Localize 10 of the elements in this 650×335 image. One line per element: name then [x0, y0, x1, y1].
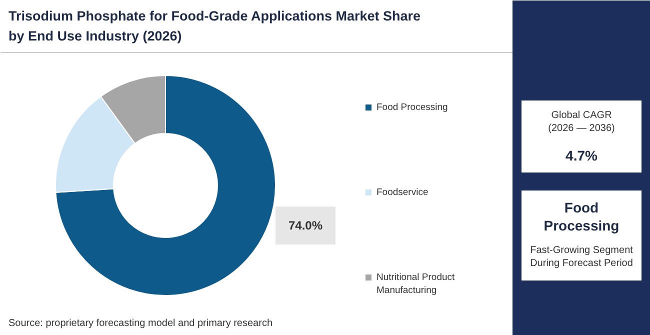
- legend-label: Foodservice: [376, 187, 428, 198]
- data-label: 74.0%: [288, 218, 323, 232]
- legend-label: Nutritional Product Manufacturing: [376, 272, 456, 296]
- text: Food Processing: [544, 200, 620, 234]
- text: 4.7%: [566, 148, 598, 164]
- text: Fast-Growing Segment During Forecast Period: [530, 245, 634, 269]
- source-note: Source: proprietary forecasting model and primary research: [8, 318, 273, 329]
- chart-title: Trisodium Phosphate for Food-Grade Applications Market Share by End Use Industry (2026): [8, 8, 422, 44]
- text: Global CAGR (2026 — 2036): [548, 110, 615, 134]
- legend-label: Food Processing: [376, 102, 448, 113]
